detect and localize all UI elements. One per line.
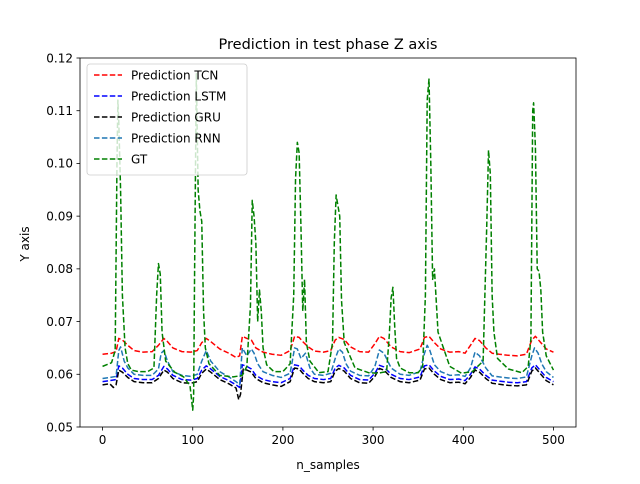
plot-frame	[79, 57, 577, 428]
x-tick-label: 200	[271, 433, 294, 447]
y-tick-label: 0.05	[46, 420, 73, 434]
x-axis-label: n_samples	[296, 458, 360, 472]
legend: Prediction TCN Prediction LSTM Prediction …	[86, 63, 248, 176]
y-tick-label: 0.10	[46, 157, 73, 171]
y-tick-label: 0.07	[46, 315, 73, 329]
series-line-1	[102, 364, 554, 389]
plot-lines	[102, 73, 555, 411]
legend-label: Prediction LSTM	[131, 90, 226, 104]
chart-title: Prediction in test phase Z axis	[219, 37, 438, 53]
ticks: 0 100 200 300 400 500 0.05 0.06 0.07 0.08 0.09 0.10…	[46, 51, 565, 447]
y-tick-label: 0.12	[46, 51, 73, 65]
legend-box	[86, 63, 248, 176]
y-tick-label: 0.11	[46, 104, 73, 118]
legend-label: Prediction TCN	[131, 69, 218, 83]
legend-label: GT	[131, 153, 148, 167]
y-tick-label: 0.06	[46, 368, 73, 382]
legend-label: Prediction GRU	[131, 111, 221, 125]
x-tick-label: 100	[181, 433, 204, 447]
x-tick-label: 300	[362, 433, 385, 447]
axes	[79, 57, 577, 428]
series-line-4	[102, 73, 555, 411]
x-tick-label: 400	[452, 433, 475, 447]
series-line-3	[102, 344, 554, 386]
legend-label: Prediction RNN	[131, 132, 221, 146]
x-tick-label: 500	[542, 433, 565, 447]
series-line-0	[102, 335, 554, 359]
series-line-2	[102, 367, 554, 401]
x-tick-label: 0	[99, 433, 107, 447]
y-axis-label: Y axis	[18, 226, 32, 262]
y-tick-label: 0.08	[46, 262, 73, 276]
y-tick-label: 0.09	[46, 209, 73, 223]
